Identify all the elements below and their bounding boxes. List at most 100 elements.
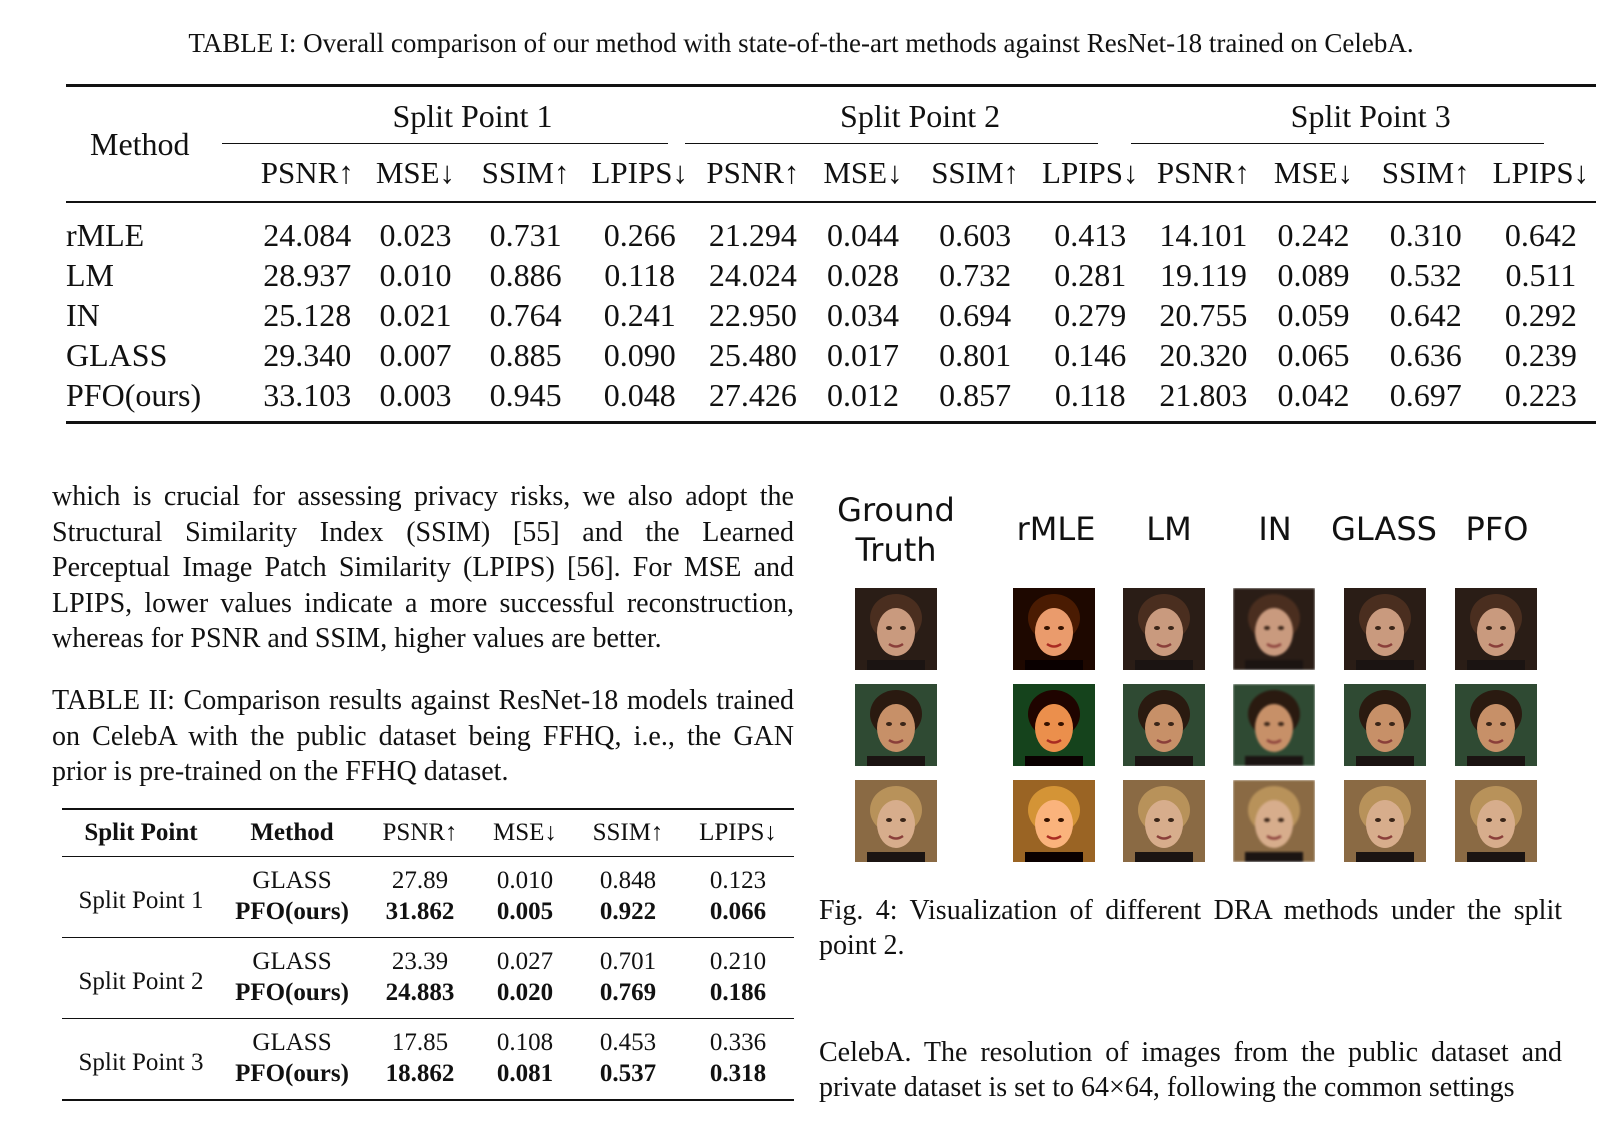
value-cell: 14.101 [1159,216,1248,253]
table1-header-row-metrics: PSNR↑ MSE↓ SSIM↑ LPIPS↓ PSNR↑ MSE↓ SSIM↑… [66,145,1596,202]
metric-header: SSIM↑ [931,155,1020,190]
method-cell: GLASS [66,336,168,373]
value-cell: 0.118 [604,256,676,293]
table1-header-row-groups: Method Split Point 1 Split Point 2 Split… [66,85,1596,162]
value-cell: 0.059 [1277,296,1350,333]
value-cell: 0.694 [939,296,1012,333]
value-cell: 0.886 [489,256,562,293]
value-cell: 0.801 [939,336,1012,373]
metric-header: MSE↓ [375,155,456,190]
method-cell: IN [66,296,100,333]
face-image-rmle [1013,780,1095,862]
header-ssim: SSIM↑ [592,819,664,846]
value-cell: 0.021 [379,296,452,333]
table1-row: rMLE 24.084 0.023 0.731 0.266 21.294 0.044 0.60… [66,202,1596,255]
header-split-point: Split Point [84,819,198,846]
method-cell: PFO(ours) [235,897,349,925]
value-cell: 0.732 [939,256,1012,293]
figure-label-glass: GLASS [1331,510,1437,548]
metric-header: MSE↓ [823,155,903,190]
metric-header: LPIPS↓ [591,155,688,190]
value-cell: 0.023 [379,216,452,253]
value-cell: 0.603 [939,216,1012,253]
group-header-split-3: Split Point 3 [1290,97,1451,134]
value-cell: 0.310 [1389,216,1462,253]
split-point-cell: Split Point 2 [78,968,204,995]
value-cell: 20.755 [1159,296,1248,333]
figure-label-ground-truth: Ground Truth [835,490,957,570]
group-rule-3 [1131,143,1544,144]
value-cell: 0.081 [496,1059,554,1087]
value-cell: 0.005 [496,897,554,925]
value-cell: 0.764 [489,296,562,333]
table1-row: LM 28.937 0.010 0.886 0.118 24.024 0.028 0.732 0… [66,255,1596,295]
value-cell: 0.089 [1277,256,1350,293]
metric-header: SSIM↑ [1381,155,1470,190]
value-cell: 0.020 [496,978,554,1006]
group-rule-1 [222,143,668,144]
value-cell: 0.701 [599,947,657,975]
face-image-ground-truth [855,780,937,862]
value-cell: 0.532 [1389,256,1462,293]
metric-header: PSNR↑ [260,155,354,190]
value-cell: 23.39 [391,947,449,975]
value-cell: 25.128 [263,296,352,333]
value-cell: 0.241 [603,296,676,333]
value-cell: 0.223 [1504,376,1577,413]
figure-caption: Fig. 4: Visualization of different DRA m… [819,895,1562,961]
value-cell: 0.034 [826,296,899,333]
value-cell: 0.010 [379,256,452,293]
figure-label-pfo: PFO [1465,510,1529,548]
body-paragraph: which is crucial for assessing privacy r… [52,481,794,654]
face-image-rmle [1013,588,1095,670]
table1: Method Split Point 1 Split Point 2 Split… [66,84,1596,424]
value-cell: 27.89 [391,866,449,894]
metric-header: PSNR↑ [706,155,800,190]
face-image-rmle [1013,684,1095,766]
value-cell: 24.084 [263,216,352,253]
value-cell: 0.210 [709,947,767,975]
value-cell: 0.636 [1389,336,1462,373]
group-header-split-2: Split Point 2 [840,97,1001,134]
split-point-cell: Split Point 1 [78,887,204,914]
value-cell: 17.85 [391,1028,449,1056]
face-image-lm [1123,780,1205,862]
value-cell: 0.731 [489,216,562,253]
face-image-glass [1344,684,1426,766]
method-cell: rMLE [66,216,145,253]
value-cell: 0.048 [603,376,676,413]
table1-row: GLASS 29.340 0.007 0.885 0.090 25.480 0.017 0.8… [66,335,1596,375]
table1-row: IN 25.128 0.021 0.764 0.241 22.950 0.034 0.694 0… [66,295,1596,335]
value-cell: 19.119 [1160,256,1247,293]
value-cell: 0.027 [496,947,554,975]
value-cell: 28.937 [263,256,352,293]
value-cell: 0.697 [1389,376,1462,413]
value-cell: 29.340 [263,336,352,373]
value-cell: 0.857 [939,376,1012,413]
value-cell: 0.108 [496,1028,554,1056]
metric-header: MSE↓ [1273,155,1354,190]
table2-row: Split Point 3 GLASS 17.85 0.108 0.453 0.336 [62,1019,794,1077]
value-cell: 0.066 [709,897,767,925]
table2-header-row: Split Point Method PSNR↑ MSE↓ SSIM↑ LPIP… [62,809,794,857]
metric-header: LPIPS↓ [1492,155,1590,190]
value-cell: 33.103 [263,376,352,413]
value-cell: 0.044 [826,216,899,253]
value-cell: 0.642 [1389,296,1462,333]
value-cell: 0.065 [1277,336,1350,373]
face-image-glass [1344,780,1426,862]
method-cell: PFO(ours) [66,376,202,413]
value-cell: 0.010 [496,866,554,894]
face-image-in [1233,588,1315,670]
value-cell: 0.012 [826,376,899,413]
value-cell: 0.017 [826,336,899,373]
header-mse: MSE↓ [493,819,557,846]
value-cell: 0.186 [709,978,767,1006]
face-image-lm [1123,588,1205,670]
value-cell: 0.537 [599,1059,657,1087]
body-paragraph: CelebA. The resolution of images from th… [819,1037,1562,1103]
value-cell: 0.413 [1054,216,1127,253]
table2: Split Point Method PSNR↑ MSE↓ SSIM↑ LPIP… [62,808,794,1101]
value-cell: 0.292 [1504,296,1577,333]
table2-row: PFO(ours) 24.883 0.020 0.769 0.186 [62,977,794,1019]
